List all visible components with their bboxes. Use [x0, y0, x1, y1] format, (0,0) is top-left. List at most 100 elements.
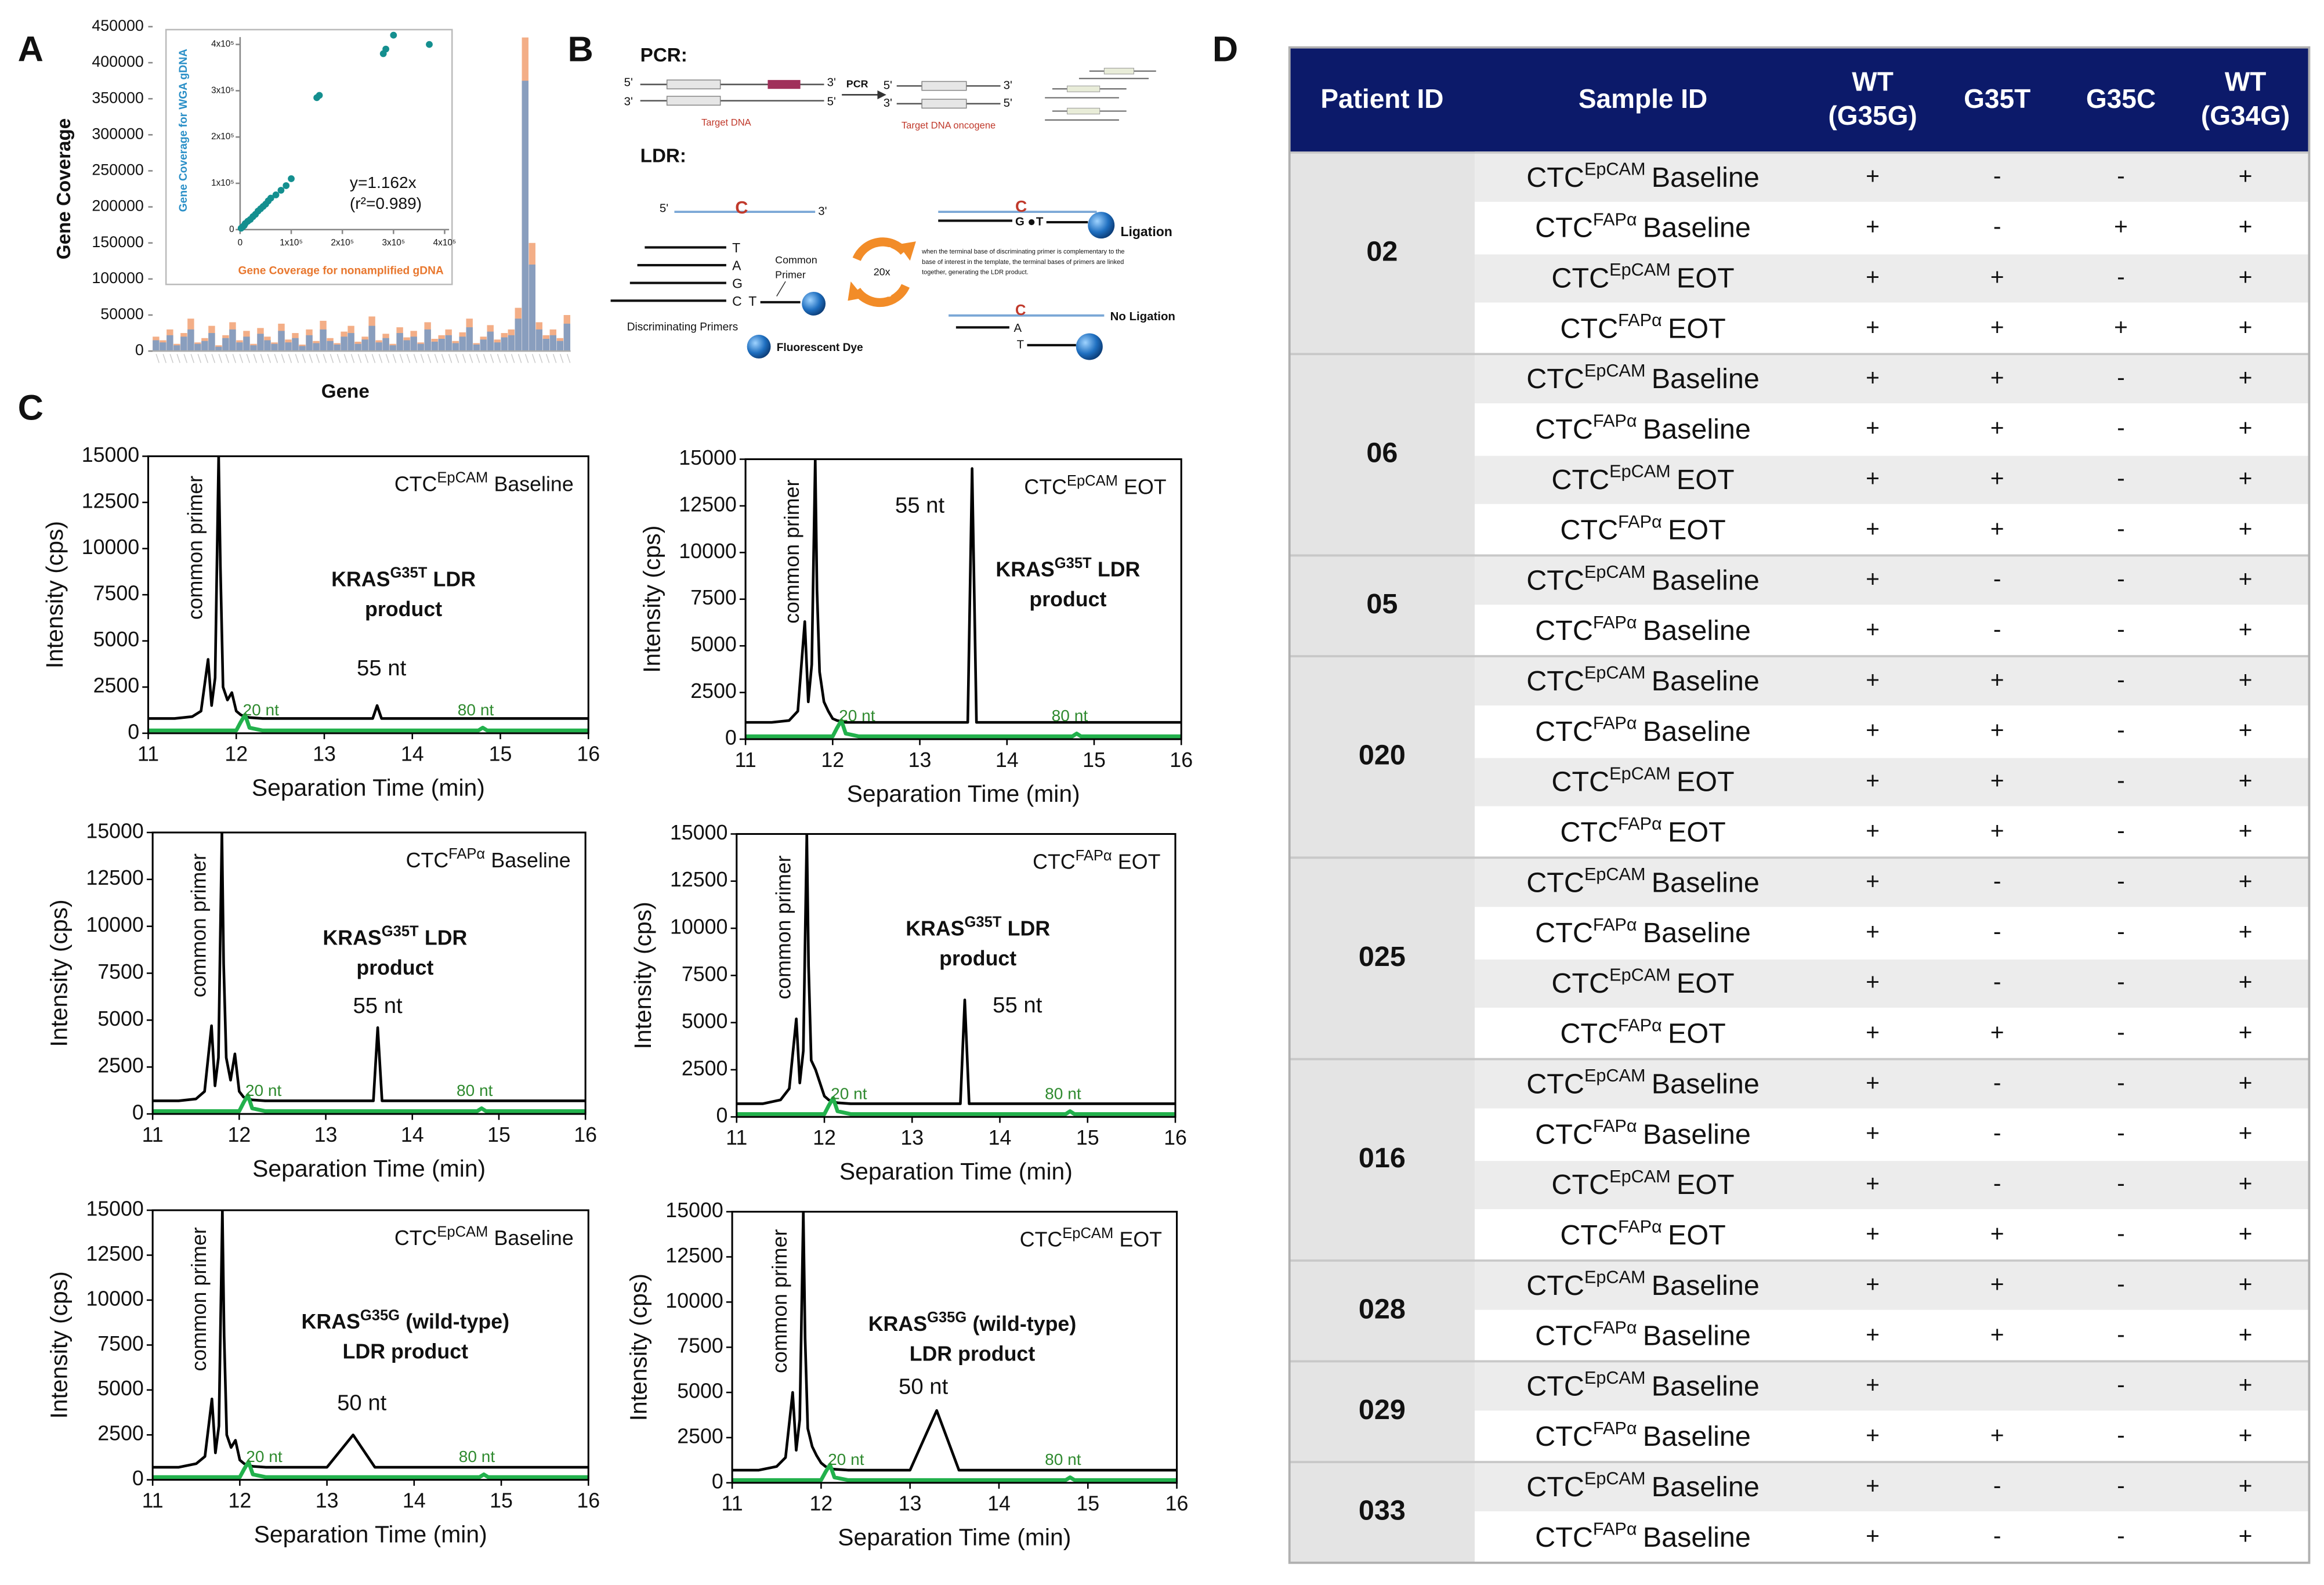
product-label-part: LDR [425, 927, 468, 950]
point [288, 175, 295, 182]
sample-cell: CTCEpCAM EOT [1551, 260, 1734, 294]
call-cell: + [1866, 1120, 1880, 1146]
marker-label: 80 nt [1045, 1450, 1081, 1468]
annotation: (r²=0.989) [350, 194, 422, 212]
x-tick [504, 353, 508, 363]
y-tick-label: 5000 [677, 1380, 723, 1403]
bar [528, 265, 535, 352]
call-cell: + [1866, 314, 1880, 341]
x-tick-label: 12 [821, 748, 844, 772]
peak-label: 55 nt [895, 493, 945, 518]
product-label: KRASG35G (wild-type) [868, 1309, 1076, 1336]
bar [410, 336, 417, 352]
bar [160, 342, 166, 352]
x-tick [197, 353, 202, 363]
sample-cell: CTCFAPα Baseline [1535, 1116, 1751, 1150]
sample-cell: CTCEpCAM EOT [1551, 965, 1734, 999]
sample-part: EOT [1668, 313, 1726, 344]
x-tick [204, 353, 209, 363]
call-cell: - [2117, 1220, 2125, 1247]
bar [320, 329, 327, 352]
y-axis-label: Intensity (cps) [46, 1271, 73, 1418]
y-tick-label: 5000 [690, 633, 737, 656]
call-cell: - [1993, 616, 2001, 642]
sample-cell: CTCEpCAM Baseline [1526, 864, 1760, 898]
row [1475, 1008, 2309, 1059]
patient-cell [1289, 1462, 1475, 1563]
chart-title-part: EOT [1124, 476, 1167, 499]
call-cell: - [2117, 1069, 2125, 1096]
product-label: KRASG35T LDR [331, 564, 476, 591]
x-tick-label: 15 [1076, 1126, 1099, 1149]
call-cell: + [2239, 1472, 2253, 1499]
row [1475, 606, 2309, 657]
call-cell: - [2117, 162, 2125, 189]
call-cell: - [2117, 666, 2125, 693]
call-cell: + [1866, 1372, 1880, 1398]
sample-part: EOT [1668, 514, 1726, 545]
bar [271, 343, 278, 352]
x-tick [497, 353, 501, 363]
sample-part: EpCAM [1584, 160, 1646, 179]
sample-part: FAPα [1618, 1016, 1662, 1036]
sample-part: CTC [1526, 162, 1584, 193]
label: A [1014, 322, 1022, 335]
y-tick-label: 12500 [665, 1244, 723, 1267]
y-tick-label: 10000 [82, 535, 139, 559]
call-cell: + [1866, 1019, 1880, 1045]
sample-part: EpCAM [1584, 361, 1646, 381]
label: Fluorescent Dye [777, 342, 863, 354]
patient-id: 06 [1366, 437, 1398, 469]
sample-cell: CTCFAPα EOT [1560, 814, 1725, 848]
bar [166, 335, 173, 352]
x-tick [511, 353, 515, 363]
sample-part: CTC [1551, 766, 1609, 798]
sample-part: EOT [1668, 1219, 1726, 1251]
sample-cell: CTCEpCAM Baseline [1526, 562, 1760, 596]
sample-part: EpCAM [1609, 260, 1671, 280]
x-tick [267, 353, 272, 363]
trace [736, 1096, 1175, 1116]
bar [299, 346, 306, 352]
point [390, 31, 397, 39]
x-tick-label: 14 [401, 743, 424, 766]
x-tick [545, 353, 550, 363]
x-tick-label: 16 [1164, 1126, 1187, 1149]
inset-frame [165, 28, 453, 285]
x-tick-label: 15 [487, 1123, 511, 1146]
product-label-part: KRAS [996, 558, 1054, 581]
call-cell: + [2239, 414, 2253, 441]
sample-part: EpCAM [1609, 763, 1671, 783]
y-axis-label: Intensity (cps) [46, 899, 73, 1047]
y-tick-label: 7500 [682, 962, 728, 986]
patient-id: 020 [1359, 740, 1406, 771]
sample-part: CTC [1551, 968, 1609, 999]
call-cell: + [1866, 364, 1880, 390]
product-label: product [1029, 588, 1106, 611]
sample-part: Baseline [1643, 1522, 1751, 1553]
x-tick-label: 11 [137, 743, 159, 766]
y-tick-label: 2500 [97, 1422, 144, 1445]
bar [187, 329, 194, 352]
sample-part: FAPα [1593, 411, 1637, 431]
annotation: y=1.162x [350, 173, 417, 191]
row [1475, 958, 2309, 1009]
y-tick-label: 15000 [82, 443, 139, 466]
y-tick-label: 400000 [92, 53, 143, 70]
x-tick-label: 12 [809, 1492, 832, 1515]
call-cell: + [1990, 767, 2004, 794]
bar [452, 343, 459, 352]
sample-cell: CTCFAPα Baseline [1535, 613, 1751, 646]
bar [382, 338, 389, 352]
plot-frame [744, 458, 1182, 740]
x-tick [190, 353, 195, 363]
call-cell: - [2117, 566, 2125, 592]
x-tick [155, 353, 160, 363]
product-label-part: KRAS [323, 927, 381, 950]
call-cell: + [2239, 616, 2253, 642]
sample-part: CTC [1535, 615, 1593, 646]
x-tick [225, 353, 230, 363]
label: 5' [1004, 97, 1012, 110]
peak-label: 55 nt [993, 993, 1042, 1018]
y-tick-label: 0 [128, 720, 139, 743]
